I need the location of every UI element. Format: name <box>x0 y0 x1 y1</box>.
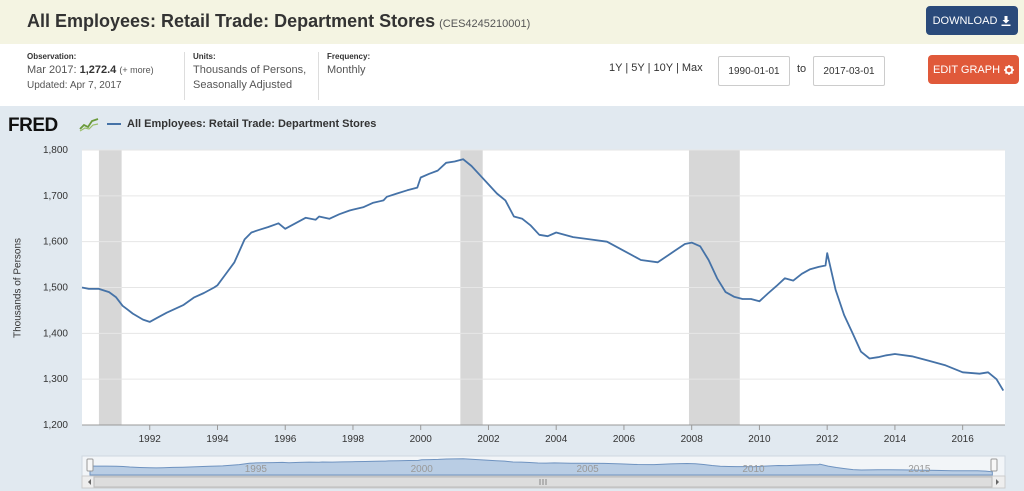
units-line-2: Seasonally Adjusted <box>193 79 293 91</box>
chart-legend: All Employees: Retail Trade: Department … <box>107 118 376 130</box>
gear-icon <box>1004 64 1015 75</box>
scrollbar-left-arrow-icon[interactable] <box>88 479 91 485</box>
navigator-label-1: 2000 <box>411 464 434 475</box>
start-date-input[interactable] <box>718 56 790 86</box>
date-to-label: to <box>797 63 807 75</box>
x-tick-label-8: 2008 <box>681 434 704 445</box>
observation-value: 1,272.4 <box>79 64 117 76</box>
end-date-input[interactable] <box>813 56 885 86</box>
x-tick-label-4: 2000 <box>410 434 433 445</box>
units-line-1: Thousands of Persons, <box>193 64 307 76</box>
range-10y[interactable]: 10Y <box>653 62 673 74</box>
x-tick-label-3: 1998 <box>342 434 365 445</box>
fred-logo-chart-icon <box>79 116 99 132</box>
y-tick-label-5: 1,700 <box>43 191 68 202</box>
x-tick-label-2: 1996 <box>274 434 297 445</box>
y-tick-label-1: 1,300 <box>43 374 68 385</box>
download-icon <box>1001 15 1011 26</box>
x-tick-label-11: 2014 <box>884 434 907 445</box>
units-block: Units: Thousands of Persons, Seasonally … <box>184 52 314 100</box>
observation-block: Observation: Mar 2017: 1,272.4 (+ more) … <box>27 52 177 100</box>
navigator-series <box>89 458 993 476</box>
frequency-value: Monthly <box>327 64 366 76</box>
download-button[interactable]: DOWNLOAD <box>926 6 1018 35</box>
frequency-block: Frequency: Monthly <box>318 52 408 100</box>
x-tick-label-9: 2010 <box>748 434 771 445</box>
y-tick-label-6: 1,800 <box>43 145 68 156</box>
x-tick-label-6: 2004 <box>545 434 568 445</box>
edit-graph-label: EDIT GRAPH <box>932 63 1001 76</box>
download-label: DOWNLOAD <box>932 14 998 27</box>
x-tick-label-5: 2002 <box>477 434 500 445</box>
observation-more-link[interactable]: (+ more) <box>119 65 154 75</box>
range-5y[interactable]: 5Y <box>631 62 645 74</box>
series-title: All Employees: Retail Trade: Department … <box>27 11 436 31</box>
x-tick-label-1: 1994 <box>206 434 229 445</box>
y-tick-label-0: 1,200 <box>43 420 68 431</box>
observation-date: Mar 2017: <box>27 64 77 76</box>
range-max[interactable]: Max <box>681 62 703 74</box>
edit-graph-button[interactable]: EDIT GRAPH <box>928 55 1019 84</box>
series-id: (CES4245210001) <box>439 18 531 30</box>
navigator-label-3: 2010 <box>742 464 765 475</box>
units-label: Units: <box>193 52 216 61</box>
x-tick-label-12: 2016 <box>952 434 975 445</box>
navigator-right-handle[interactable] <box>990 458 998 472</box>
x-tick-label-0: 1992 <box>139 434 162 445</box>
legend-swatch <box>107 123 121 125</box>
y-tick-label-4: 1,600 <box>43 237 68 248</box>
navigator-label-0: 1995 <box>245 464 268 475</box>
title-bar: All Employees: Retail Trade: Department … <box>0 0 1024 44</box>
scrollbar-right-arrow-icon[interactable] <box>996 479 999 485</box>
navigator-label-4: 2015 <box>908 464 931 475</box>
legend-series-name: All Employees: Retail Trade: Department … <box>127 118 377 130</box>
navigator-left-handle[interactable] <box>86 458 94 472</box>
frequency-label: Frequency: <box>327 52 371 61</box>
y-tick-label-3: 1,500 <box>43 283 68 294</box>
x-tick-label-10: 2012 <box>816 434 839 445</box>
updated-date: Updated: Apr 7, 2017 <box>27 80 122 91</box>
navigator-label-2: 2005 <box>576 464 599 475</box>
page-title: All Employees: Retail Trade: Department … <box>27 11 530 32</box>
observation-label: Observation: <box>27 52 77 61</box>
fred-logo[interactable]: FRED <box>8 115 58 136</box>
x-tick-label-7: 2006 <box>613 434 636 445</box>
y-tick-label-2: 1,400 <box>43 328 68 339</box>
range-selector: 1Y | 5Y | 10Y | Max <box>609 62 703 74</box>
range-1y[interactable]: 1Y <box>609 62 623 74</box>
series-line[interactable] <box>81 158 1005 392</box>
